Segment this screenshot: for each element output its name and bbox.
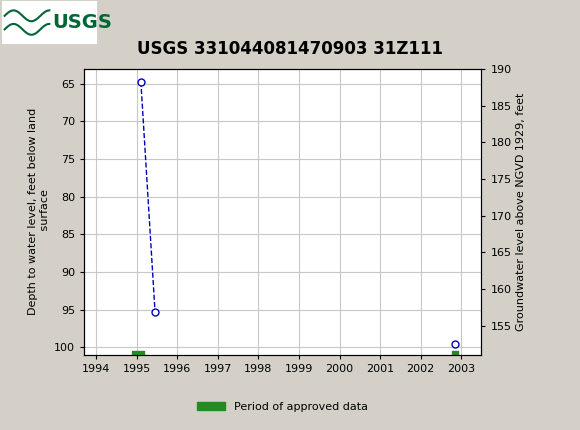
Text: USGS: USGS xyxy=(52,13,112,32)
Y-axis label: Groundwater level above NGVD 1929, feet: Groundwater level above NGVD 1929, feet xyxy=(516,92,525,331)
Legend: Period of approved data: Period of approved data xyxy=(193,397,372,416)
Text: USGS 331044081470903 31Z111: USGS 331044081470903 31Z111 xyxy=(137,40,443,58)
Y-axis label: Depth to water level, feet below land
 surface: Depth to water level, feet below land su… xyxy=(28,108,50,315)
Bar xyxy=(3,2,96,43)
